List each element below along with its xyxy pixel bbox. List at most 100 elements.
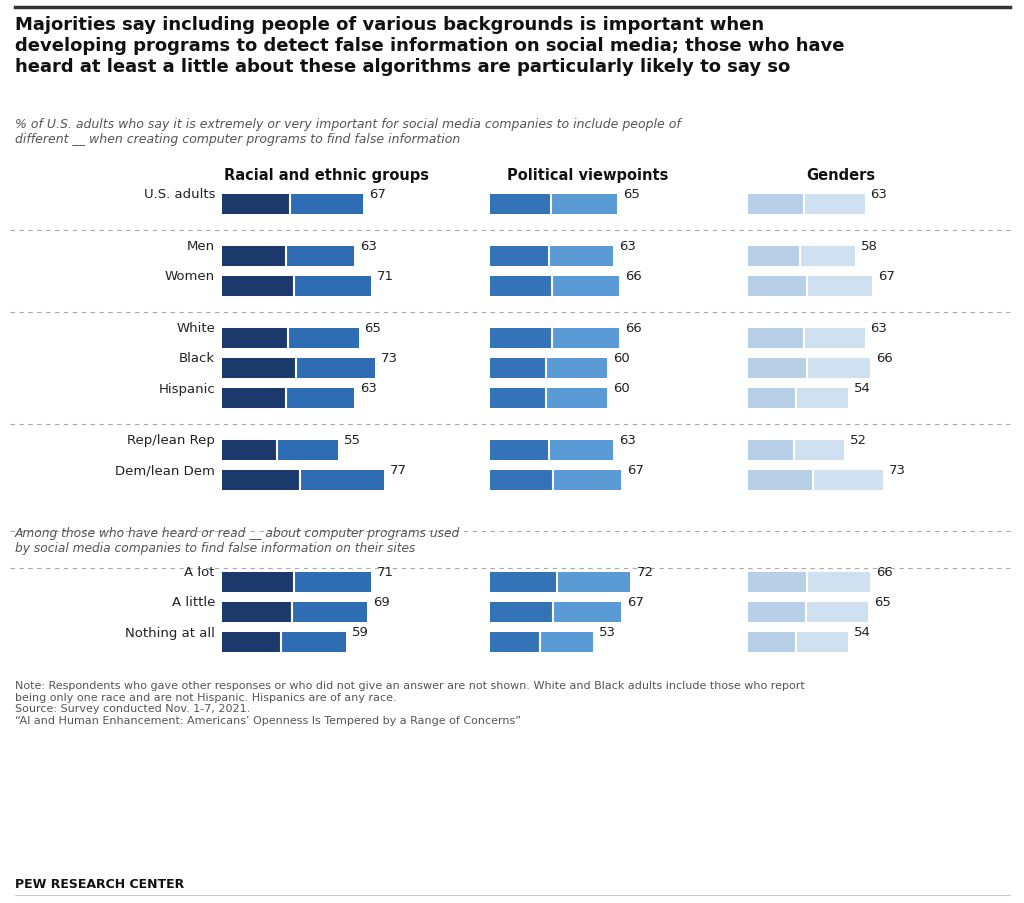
- Text: White: White: [176, 322, 215, 335]
- Bar: [748, 247, 800, 266]
- Bar: [807, 573, 870, 592]
- Bar: [796, 388, 848, 408]
- Text: 60: 60: [613, 382, 630, 396]
- Text: Hispanic: Hispanic: [159, 382, 215, 396]
- Bar: [552, 329, 618, 349]
- Bar: [222, 358, 296, 378]
- Text: 65: 65: [874, 596, 891, 609]
- Bar: [549, 441, 612, 461]
- Bar: [490, 632, 540, 652]
- Bar: [804, 329, 864, 349]
- Text: A lot: A lot: [184, 566, 215, 579]
- Bar: [222, 632, 282, 652]
- Bar: [796, 632, 848, 652]
- Bar: [290, 195, 362, 215]
- Bar: [222, 441, 278, 461]
- Bar: [490, 329, 552, 349]
- Text: 59: 59: [352, 626, 369, 638]
- Bar: [795, 441, 844, 461]
- Bar: [222, 276, 294, 297]
- Text: 72: 72: [636, 566, 653, 579]
- Text: 67: 67: [878, 270, 895, 284]
- Text: 65: 65: [365, 322, 381, 335]
- Text: 52: 52: [850, 434, 867, 447]
- Text: 63: 63: [618, 434, 636, 447]
- Bar: [800, 247, 855, 266]
- Bar: [222, 247, 286, 266]
- Bar: [222, 573, 294, 592]
- Bar: [490, 470, 553, 490]
- Text: Men: Men: [186, 240, 215, 253]
- Text: Black: Black: [179, 352, 215, 365]
- Bar: [490, 602, 553, 622]
- Text: Racial and ethnic groups: Racial and ethnic groups: [224, 168, 429, 182]
- Bar: [552, 276, 618, 297]
- Text: Majorities say including people of various backgrounds is important when
develop: Majorities say including people of vario…: [15, 16, 845, 76]
- Bar: [553, 470, 621, 490]
- Bar: [294, 276, 371, 297]
- Bar: [748, 276, 808, 297]
- Text: 60: 60: [613, 352, 630, 365]
- Bar: [748, 388, 796, 408]
- Bar: [288, 329, 358, 349]
- Bar: [748, 602, 806, 622]
- Bar: [813, 470, 883, 490]
- Bar: [804, 195, 864, 215]
- Bar: [549, 247, 612, 266]
- Text: 66: 66: [625, 322, 641, 335]
- Bar: [748, 470, 813, 490]
- Text: Among those who have heard or read __ about computer programs used
by social med: Among those who have heard or read __ ab…: [15, 526, 460, 554]
- Text: Genders: Genders: [806, 168, 876, 182]
- Bar: [490, 573, 557, 592]
- Bar: [490, 388, 546, 408]
- Text: 53: 53: [599, 626, 616, 638]
- Bar: [553, 602, 621, 622]
- Text: 67: 67: [369, 189, 386, 201]
- Bar: [490, 276, 552, 297]
- Bar: [540, 632, 593, 652]
- Bar: [286, 388, 354, 408]
- Bar: [222, 470, 300, 490]
- Text: Note: Respondents who gave other responses or who did not give an answer are not: Note: Respondents who gave other respons…: [15, 680, 805, 725]
- Text: 67: 67: [627, 464, 643, 477]
- Text: Political viewpoints: Political viewpoints: [507, 168, 669, 182]
- Bar: [490, 247, 549, 266]
- Bar: [551, 195, 616, 215]
- Text: 66: 66: [625, 270, 641, 284]
- Text: 63: 63: [360, 240, 377, 253]
- Bar: [222, 388, 286, 408]
- Bar: [292, 602, 367, 622]
- Text: 67: 67: [627, 596, 643, 609]
- Text: 63: 63: [870, 189, 888, 201]
- Bar: [490, 195, 551, 215]
- Text: 71: 71: [377, 270, 394, 284]
- Text: 54: 54: [854, 626, 870, 638]
- Bar: [490, 358, 546, 378]
- Bar: [546, 358, 607, 378]
- Bar: [748, 358, 807, 378]
- Bar: [748, 632, 796, 652]
- Bar: [278, 441, 338, 461]
- Bar: [222, 329, 288, 349]
- Text: Rep/lean Rep: Rep/lean Rep: [127, 434, 215, 447]
- Bar: [294, 573, 371, 592]
- Bar: [807, 358, 870, 378]
- Text: 63: 63: [870, 322, 888, 335]
- Text: % of U.S. adults who say it is extremely or very important for social media comp: % of U.S. adults who say it is extremely…: [15, 118, 681, 146]
- Text: PEW RESEARCH CENTER: PEW RESEARCH CENTER: [15, 877, 184, 890]
- Bar: [806, 602, 868, 622]
- Bar: [748, 329, 804, 349]
- Text: Women: Women: [165, 270, 215, 284]
- Text: 66: 66: [877, 352, 893, 365]
- Text: A little: A little: [172, 596, 215, 609]
- Bar: [808, 276, 872, 297]
- Bar: [282, 632, 346, 652]
- Bar: [748, 195, 804, 215]
- Text: 73: 73: [889, 464, 906, 477]
- Text: 63: 63: [360, 382, 377, 396]
- Bar: [748, 441, 795, 461]
- Bar: [300, 470, 384, 490]
- Text: 63: 63: [618, 240, 636, 253]
- Bar: [557, 573, 631, 592]
- Text: 58: 58: [861, 240, 879, 253]
